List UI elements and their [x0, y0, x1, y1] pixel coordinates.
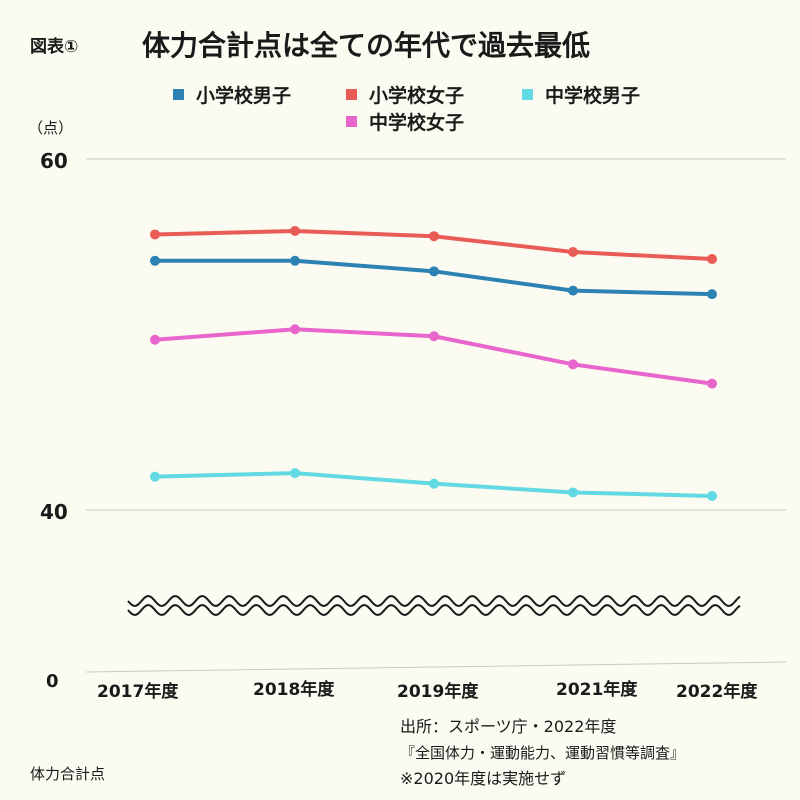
- xtick-label-2021: 2021年度: [556, 679, 638, 700]
- point-s4-2018: [290, 324, 300, 335]
- point-s2-2022: [707, 254, 717, 265]
- xtick-label-2017: 2017年度: [97, 681, 179, 702]
- xtick-label-2019: 2019年度: [397, 681, 479, 702]
- legend-item-3: 中学校男子: [522, 84, 640, 107]
- point-s1-2021: [568, 285, 578, 296]
- unit-label: （点）: [28, 119, 73, 137]
- point-s1-2022: [707, 289, 717, 300]
- axis-break-wave-2: [127, 603, 741, 617]
- point-s4-2022: [707, 378, 717, 389]
- point-s3-2022: [707, 490, 717, 501]
- point-s3-2017: [150, 471, 160, 482]
- point-s2-2021: [568, 247, 578, 258]
- source-line-2: 『全国体力・運動能力、運動習慣等調査』: [400, 744, 685, 762]
- legend-swatch-2: [346, 89, 357, 100]
- source-line-1: 出所：スポーツ庁・2022年度: [400, 717, 616, 736]
- point-s1-2017: [150, 255, 160, 266]
- xtick-label-2018: 2018年度: [253, 679, 335, 700]
- axis-break: [127, 594, 741, 617]
- ytick-label-60: 60: [40, 149, 68, 173]
- ytick-label-0: 0: [46, 671, 59, 692]
- legend-swatch-4: [346, 116, 357, 127]
- point-s4-2019: [429, 331, 439, 342]
- legend-swatch-1: [173, 89, 184, 100]
- legend-label-3: 中学校男子: [545, 84, 640, 107]
- point-s3-2021: [568, 487, 578, 498]
- point-s4-2021: [568, 359, 578, 370]
- legend-swatch-3: [522, 89, 533, 100]
- point-s2-2019: [429, 231, 439, 242]
- legend-item-4: 中学校女子: [346, 111, 464, 134]
- series-2: [150, 225, 717, 265]
- baseline-0: [85, 661, 787, 673]
- point-s3-2019: [429, 478, 439, 489]
- series-3: [150, 468, 717, 501]
- footer-label: 体力合計点: [30, 765, 105, 783]
- legend: 小学校男子 小学校女子 中学校男子 中学校女子: [173, 84, 640, 134]
- series-line-1: [153, 258, 714, 297]
- legend-item-2: 小学校女子: [346, 84, 464, 107]
- series-group: [150, 225, 717, 501]
- legend-item-1: 小学校男子: [173, 84, 291, 107]
- point-s2-2018: [290, 225, 300, 236]
- point-s1-2019: [429, 266, 439, 277]
- point-s2-2017: [150, 229, 160, 240]
- series-1: [150, 255, 717, 300]
- legend-label-2: 小学校女子: [369, 84, 464, 107]
- ytick-label-40: 40: [40, 500, 68, 524]
- source-line-3: ※2020年度は実施せず: [400, 769, 566, 788]
- point-s4-2017: [150, 334, 160, 345]
- point-s3-2018: [290, 468, 300, 479]
- axis-break-wave-1: [127, 594, 741, 608]
- series-4: [150, 324, 717, 389]
- point-s1-2018: [290, 255, 300, 266]
- chart-title: 体力合計点は全ての年代で過去最低: [142, 29, 590, 62]
- legend-label-1: 小学校男子: [196, 84, 291, 107]
- xtick-label-2022: 2022年度: [676, 681, 758, 702]
- legend-label-4: 中学校女子: [369, 111, 464, 134]
- figure-label: 図表①: [30, 36, 78, 57]
